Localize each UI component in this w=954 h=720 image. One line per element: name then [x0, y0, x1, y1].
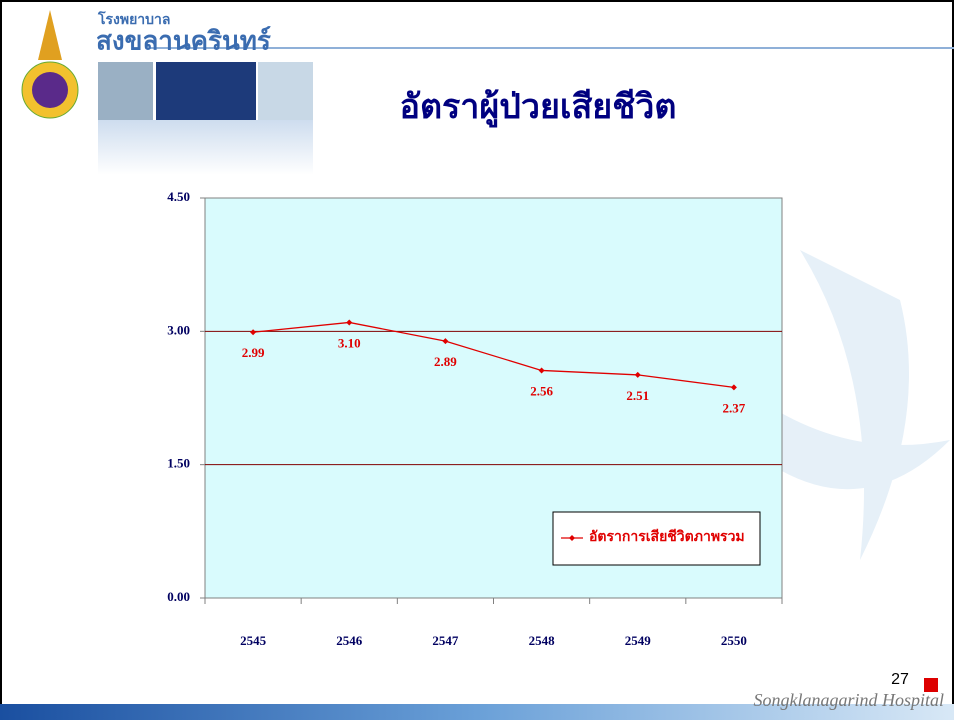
legend-box	[552, 511, 761, 566]
data-label: 2.89	[434, 354, 457, 369]
data-label: 3.10	[338, 335, 361, 350]
footer-bar	[0, 704, 954, 720]
footer-text: Songklanagarind Hospital	[753, 690, 944, 710]
leaf-decoration	[760, 400, 950, 490]
logo-crown	[38, 10, 62, 60]
data-label: 2.51	[626, 388, 649, 403]
chart-title: อัตราผู้ป่วยเสียชีวิต	[400, 88, 677, 128]
legend-marker	[569, 535, 575, 541]
photo	[98, 62, 153, 120]
photo	[156, 62, 256, 120]
point	[250, 329, 257, 336]
org-large: สงขลานครินทร์	[96, 26, 271, 57]
data-label: 2.37	[723, 400, 746, 415]
point	[346, 319, 353, 326]
data-label: 2.99	[242, 345, 265, 360]
point	[730, 384, 737, 391]
point	[442, 338, 449, 345]
x-tick-label: 2545	[240, 633, 267, 648]
point	[538, 367, 545, 374]
icon	[924, 678, 938, 692]
y-tick-label: 3.00	[167, 322, 190, 337]
x-tick-label: 2550	[721, 633, 747, 648]
y-tick-label: 4.50	[167, 189, 190, 204]
y-tick-label: 1.50	[167, 456, 190, 471]
logo-inner	[32, 72, 68, 108]
legend-label: อัตราการเสียชีวิตภาพรวม	[589, 529, 745, 545]
page-number: 27	[891, 671, 909, 688]
chart: 0.00 1.50 3.00 4.50 2545 2546 2547 2548 2549 2550…	[167, 189, 783, 648]
org-small: โรงพยาบาล	[97, 10, 171, 28]
y-tick-label: 0.00	[167, 589, 190, 604]
x-tick-label: 2549	[625, 633, 652, 648]
photo-reflection	[98, 120, 313, 175]
series-line	[253, 321, 735, 388]
x-tick-label: 2548	[529, 633, 556, 648]
photo	[258, 62, 313, 120]
data-label: 2.56	[530, 383, 553, 398]
x-tick-label: 2547	[432, 633, 459, 648]
point	[634, 371, 641, 378]
x-tick-label: 2546	[336, 633, 363, 648]
